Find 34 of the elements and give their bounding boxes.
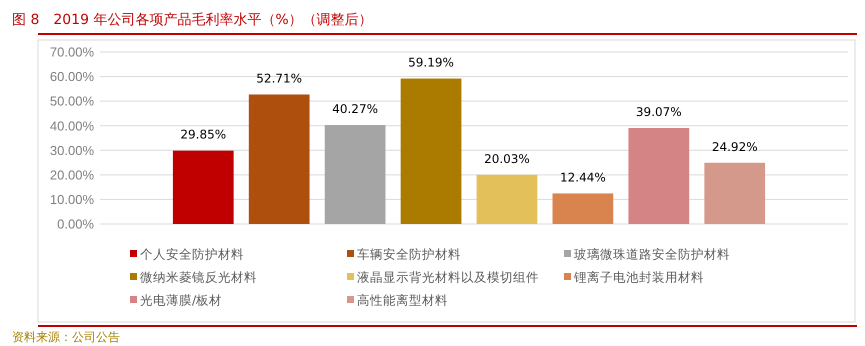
data-label: 59.19% [408,56,454,70]
bar [628,128,690,224]
legend-label: 液晶显示背光材料以及模切组件 [357,269,539,284]
bar [324,125,386,224]
bar [248,94,310,224]
y-tick-label: 40.00% [50,118,94,134]
bar [172,150,234,224]
bar [704,162,766,224]
legend-label: 个人安全防护材料 [140,246,244,262]
legend-label: 玻璃微珠道路安全防护材料 [574,246,730,262]
legend-label: 微纳米菱镜反光材料 [140,269,257,284]
y-tick-label: 50.00% [50,94,94,109]
legend-label: 光电薄膜/板材 [140,292,222,308]
y-tick-label: 60.00% [50,69,94,84]
bar [552,193,614,224]
text: 资料来源：公司公告 [12,330,120,344]
bar [400,78,462,224]
y-tick-label: 0.00% [57,216,94,232]
data-label: 24.92% [712,140,758,154]
data-label: 40.27% [332,102,378,116]
y-tick-label: 10.00% [50,192,94,207]
y-tick-label: 30.00% [50,142,94,158]
chart-title: 图 8 2019 年公司各项产品毛利率水平（%）（调整后） [12,12,373,28]
data-label: 52.71% [256,71,302,86]
legend-label: 锂离子电池封装用材料 [573,269,704,284]
data-label: 29.85% [180,128,226,142]
data-label: 12.44% [560,170,606,184]
legend-label: 高性能离型材料 [357,292,448,308]
y-tick-label: 70.00% [50,44,94,60]
data-label: 20.03% [484,152,530,166]
y-tick-label: 20.00% [50,167,94,182]
legend-label: 车辆安全防护材料 [357,246,461,262]
bar [476,174,538,224]
data-label: 39.07% [636,105,682,119]
